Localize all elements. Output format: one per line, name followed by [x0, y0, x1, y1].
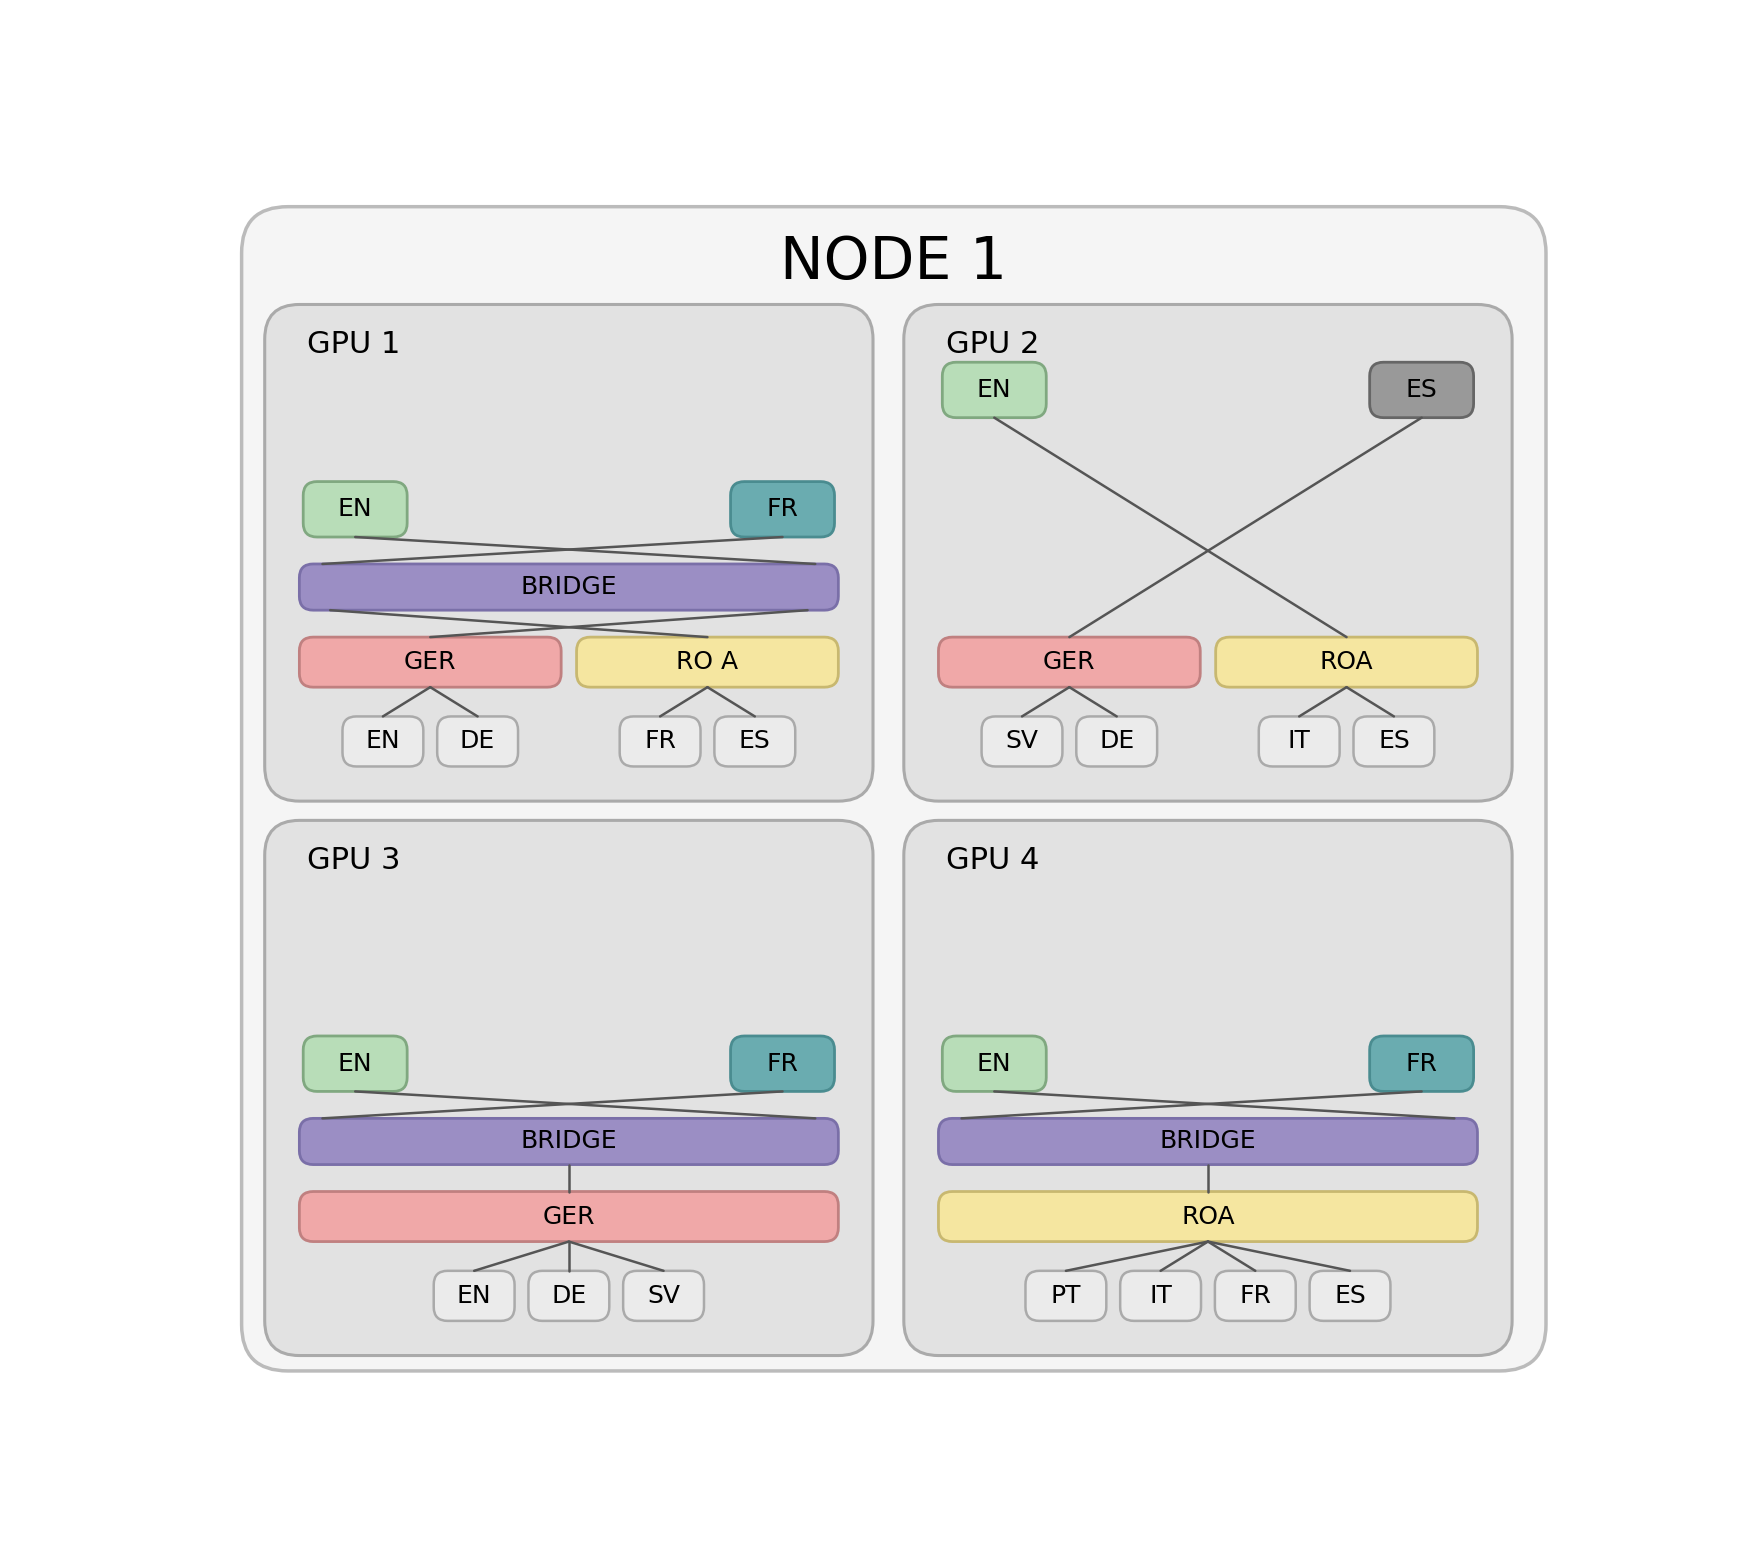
Text: BRIDGE: BRIDGE: [520, 1129, 617, 1153]
Text: FR: FR: [767, 497, 799, 522]
Text: GER: GER: [542, 1204, 595, 1229]
FancyBboxPatch shape: [942, 362, 1046, 417]
Text: EN: EN: [457, 1284, 492, 1307]
Text: FR: FR: [1406, 1051, 1437, 1076]
Text: SV: SV: [1006, 729, 1038, 753]
Text: NODE 1: NODE 1: [780, 234, 1008, 291]
FancyBboxPatch shape: [1216, 1271, 1296, 1321]
FancyBboxPatch shape: [265, 820, 874, 1356]
Text: IT: IT: [1149, 1284, 1172, 1307]
FancyBboxPatch shape: [438, 717, 518, 767]
FancyBboxPatch shape: [938, 1118, 1477, 1165]
FancyBboxPatch shape: [731, 1036, 835, 1092]
Text: EN: EN: [338, 1051, 373, 1076]
FancyBboxPatch shape: [731, 481, 835, 537]
FancyBboxPatch shape: [265, 305, 874, 801]
Text: BRIDGE: BRIDGE: [1160, 1129, 1256, 1153]
FancyBboxPatch shape: [903, 820, 1512, 1356]
Text: GPU 3: GPU 3: [307, 847, 401, 875]
FancyBboxPatch shape: [300, 564, 839, 611]
FancyBboxPatch shape: [982, 717, 1062, 767]
Text: GPU 2: GPU 2: [947, 330, 1039, 359]
Text: EN: EN: [977, 378, 1012, 401]
Text: EN: EN: [366, 729, 399, 753]
FancyBboxPatch shape: [303, 1036, 406, 1092]
FancyBboxPatch shape: [942, 1036, 1046, 1092]
FancyBboxPatch shape: [1216, 637, 1477, 687]
Text: FR: FR: [767, 1051, 799, 1076]
Text: GER: GER: [405, 650, 457, 675]
FancyBboxPatch shape: [1076, 717, 1156, 767]
Text: FR: FR: [644, 729, 677, 753]
FancyBboxPatch shape: [715, 717, 795, 767]
Text: BRIDGE: BRIDGE: [520, 575, 617, 600]
FancyBboxPatch shape: [1353, 717, 1434, 767]
Text: ROA: ROA: [1320, 650, 1373, 675]
FancyBboxPatch shape: [300, 1192, 839, 1242]
FancyBboxPatch shape: [303, 481, 406, 537]
FancyBboxPatch shape: [623, 1271, 705, 1321]
Text: DE: DE: [460, 729, 495, 753]
Text: SV: SV: [647, 1284, 680, 1307]
FancyBboxPatch shape: [1310, 1271, 1390, 1321]
Text: PT: PT: [1050, 1284, 1081, 1307]
Text: DE: DE: [551, 1284, 586, 1307]
FancyBboxPatch shape: [434, 1271, 514, 1321]
Text: ES: ES: [1378, 729, 1409, 753]
FancyBboxPatch shape: [1259, 717, 1339, 767]
Text: ES: ES: [1406, 378, 1437, 401]
FancyBboxPatch shape: [300, 637, 562, 687]
Text: EN: EN: [338, 497, 373, 522]
FancyBboxPatch shape: [938, 1192, 1477, 1242]
Text: GER: GER: [1043, 650, 1095, 675]
Text: RO A: RO A: [677, 650, 738, 675]
FancyBboxPatch shape: [938, 637, 1200, 687]
FancyBboxPatch shape: [1369, 362, 1474, 417]
FancyBboxPatch shape: [242, 206, 1545, 1371]
FancyBboxPatch shape: [1120, 1271, 1202, 1321]
Text: GPU 4: GPU 4: [947, 847, 1039, 875]
FancyBboxPatch shape: [300, 1118, 839, 1165]
Text: IT: IT: [1287, 729, 1311, 753]
Text: ES: ES: [739, 729, 771, 753]
FancyBboxPatch shape: [342, 717, 424, 767]
Text: ES: ES: [1334, 1284, 1366, 1307]
FancyBboxPatch shape: [1025, 1271, 1106, 1321]
Text: EN: EN: [977, 1051, 1012, 1076]
FancyBboxPatch shape: [903, 305, 1512, 801]
Text: GPU 1: GPU 1: [307, 330, 401, 359]
Text: DE: DE: [1099, 729, 1134, 753]
FancyBboxPatch shape: [528, 1271, 609, 1321]
FancyBboxPatch shape: [577, 637, 839, 687]
FancyBboxPatch shape: [1369, 1036, 1474, 1092]
Text: FR: FR: [1240, 1284, 1271, 1307]
Text: ROA: ROA: [1181, 1204, 1235, 1229]
FancyBboxPatch shape: [619, 717, 701, 767]
